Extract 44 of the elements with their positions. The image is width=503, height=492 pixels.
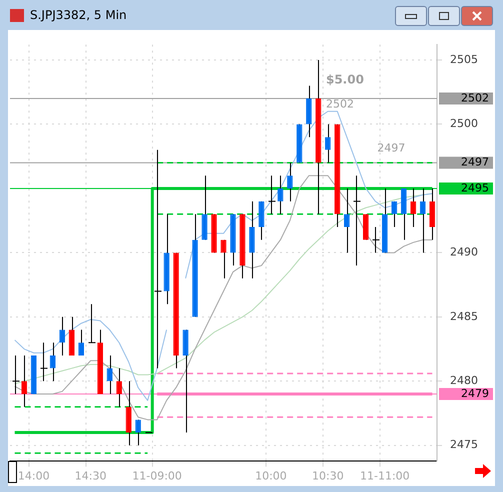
candlestick <box>135 419 141 446</box>
ref-line-label: 2497 <box>461 156 489 169</box>
candlestick <box>116 368 122 408</box>
y-tick-label: 2500 <box>450 117 478 130</box>
candlestick <box>50 342 56 382</box>
ref-line-label: 2479 <box>461 386 489 400</box>
chart-title: S.JPJ3382, 5 Min <box>30 8 127 22</box>
candlestick <box>306 85 312 138</box>
candlestick <box>68 316 75 356</box>
x-tick-label: 14:30 <box>74 469 107 482</box>
candlestick <box>202 175 208 240</box>
candlestick <box>78 329 84 356</box>
annotation: 2497 <box>377 141 406 154</box>
candlestick <box>400 188 407 240</box>
y-tick-label: 2490 <box>450 246 478 259</box>
candlestick <box>391 200 398 228</box>
candlestick <box>410 188 416 228</box>
candlestick <box>344 188 350 254</box>
annotation: 2502 <box>326 97 354 110</box>
candlestick <box>220 239 226 279</box>
candlestick <box>182 329 188 434</box>
candlestick <box>420 188 426 254</box>
ref-line-label: 2495 <box>461 181 489 194</box>
candlestick <box>59 316 66 356</box>
annotation: $5.00 <box>326 72 364 87</box>
x-tick-label: 11-11:00 <box>360 469 410 482</box>
y-tick-label: 2505 <box>450 52 478 66</box>
y-tick-label: 2475 <box>450 438 478 452</box>
candlestick <box>258 200 264 240</box>
x-tick-label: 11-09:00 <box>132 469 182 482</box>
x-tick-label: 10:30 <box>312 469 344 482</box>
x-tick-label: 10:00 <box>255 469 287 482</box>
candlestick <box>325 124 331 164</box>
candlestick <box>21 354 28 408</box>
candlestick <box>287 162 293 202</box>
candlestick <box>249 200 255 279</box>
ref-line-label: 2502 <box>461 91 489 104</box>
x-tick-label: 14:00 <box>18 469 50 482</box>
y-tick-label: 2485 <box>450 310 478 323</box>
y-tick-label: 2480 <box>450 374 478 388</box>
candlestick <box>429 188 436 240</box>
candlestick <box>106 354 112 395</box>
candlestick <box>126 380 132 446</box>
candlestick <box>278 175 284 215</box>
